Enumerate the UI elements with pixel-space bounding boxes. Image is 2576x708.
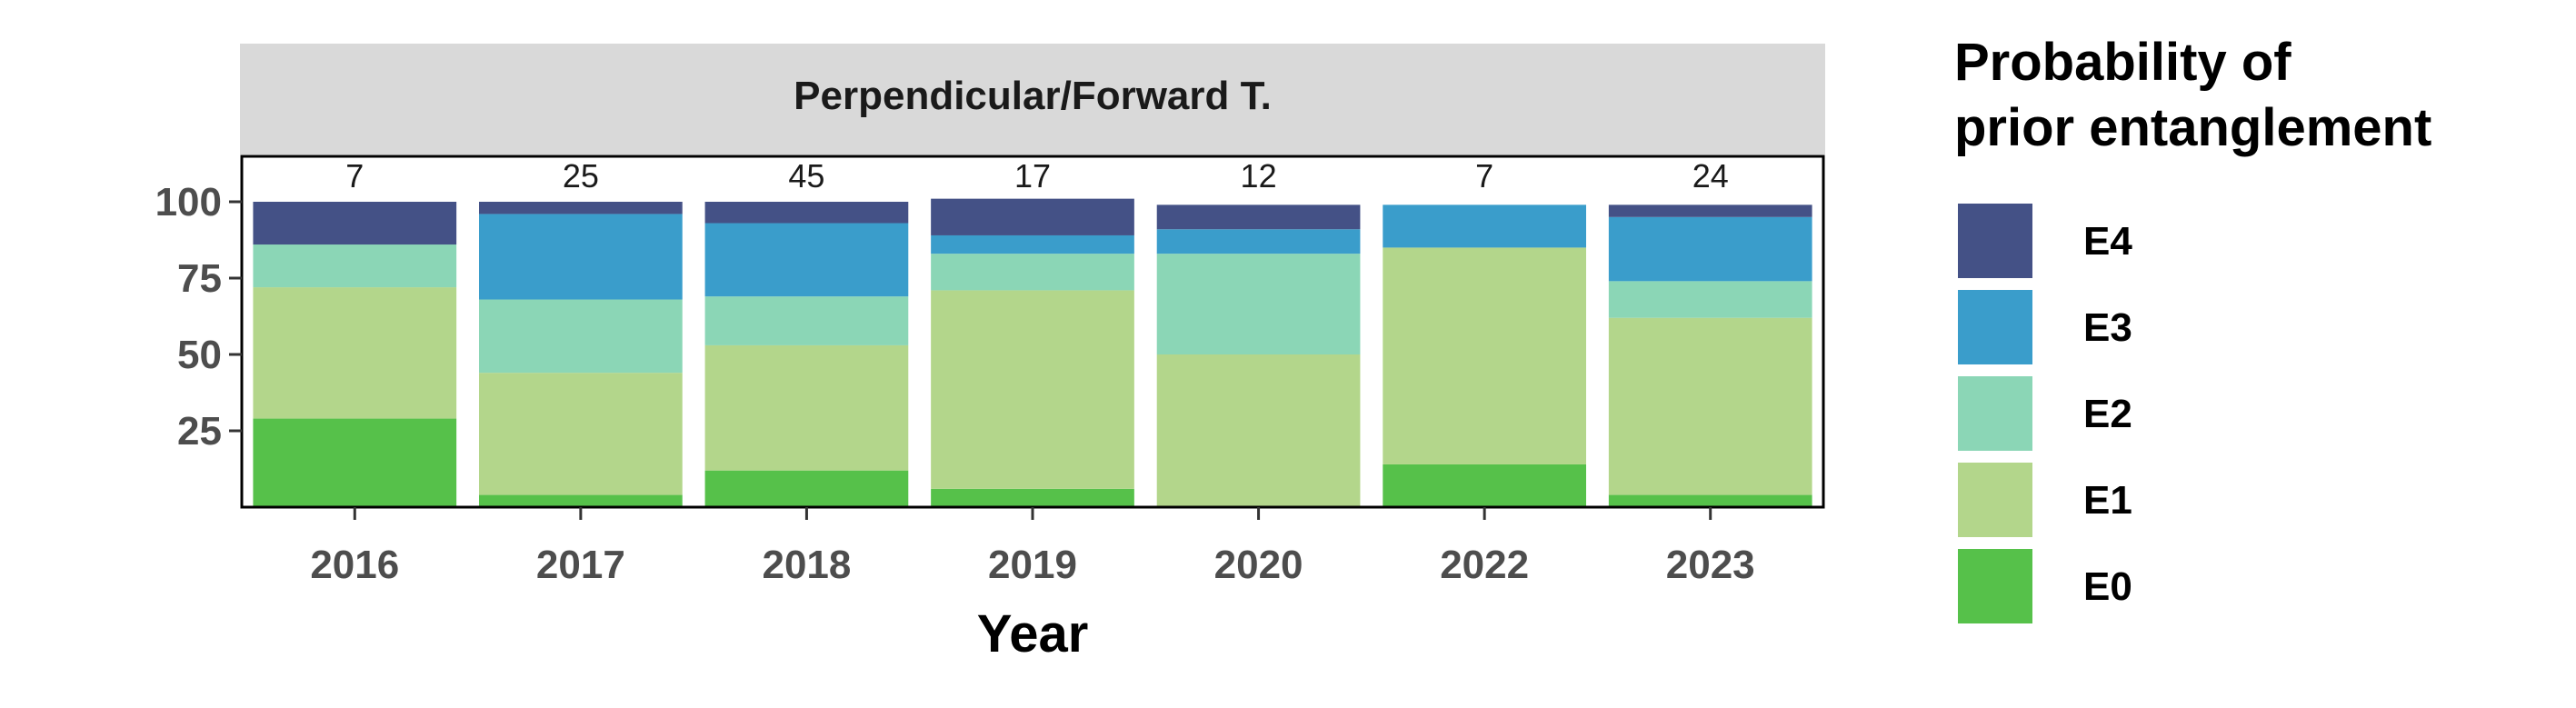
y-tick-label-25: 25	[177, 409, 222, 454]
bar-e3-2020	[1156, 229, 1361, 254]
bar-e4-2020	[1156, 204, 1361, 230]
x-axis-title: Year	[977, 604, 1089, 663]
legend-label-e3: E3	[2083, 305, 2132, 350]
count-label-2018: 45	[788, 157, 824, 194]
bar-e0-2018	[704, 470, 909, 507]
legend-title-line-2: prior entanglement	[1954, 98, 2431, 157]
facet-strip-background	[240, 44, 1825, 155]
legend-swatch-e3	[1958, 290, 2032, 364]
legend-label-e4: E4	[2083, 219, 2132, 264]
count-label-2022: 7	[1475, 157, 1493, 194]
bar-e2-2019	[931, 254, 1134, 291]
bar-e1-2017	[479, 373, 683, 495]
y-tick-label-100: 100	[155, 180, 222, 224]
bar-e2-2018	[704, 296, 909, 345]
legend-swatch-e4	[1958, 204, 2032, 278]
bar-e2-2016	[253, 244, 457, 288]
count-labels: 7 25 45 17 12 7 24	[345, 157, 1728, 194]
bar-e2-2017	[479, 299, 683, 374]
bar-e1-2019	[931, 290, 1134, 489]
bar-e0-2016	[253, 418, 457, 507]
bar-e4-2019	[931, 198, 1134, 235]
x-tick-label-2020: 2020	[1214, 543, 1303, 587]
bar-e1-2016	[253, 287, 457, 419]
bar-e0-2019	[931, 488, 1134, 507]
bar-e4-2023	[1608, 204, 1812, 217]
x-tick-label-2023: 2023	[1666, 543, 1755, 587]
bar-e2-2020	[1156, 254, 1361, 354]
legend-swatch-e0	[1958, 549, 2032, 623]
bar-e4-2017	[479, 202, 683, 214]
bar-e3-2022	[1383, 204, 1586, 248]
bar-e4-2018	[704, 202, 909, 224]
x-tick-label-2016: 2016	[310, 543, 399, 587]
bar-e0-2017	[479, 494, 683, 507]
x-axis: 2016 2017 2018 2019 2020 2022 2023	[310, 507, 1755, 587]
legend-label-e1: E1	[2083, 478, 2132, 523]
count-label-2019: 17	[1014, 157, 1051, 194]
bar-e2-2023	[1608, 281, 1812, 318]
count-label-2016: 7	[345, 157, 364, 194]
bar-e3-2018	[704, 223, 909, 297]
bar-e3-2023	[1608, 216, 1812, 282]
legend-title-line-1: Probability of	[1954, 33, 2291, 92]
facet-strip-title: Perpendicular/Forward T.	[794, 74, 1272, 118]
bars-group	[253, 198, 1812, 507]
bar-e0-2022	[1383, 464, 1586, 507]
count-label-2020: 12	[1241, 157, 1277, 194]
y-tick-label-75: 75	[177, 256, 222, 301]
x-tick-label-2017: 2017	[536, 543, 625, 587]
legend-swatch-e1	[1958, 463, 2032, 537]
bar-e1-2022	[1383, 247, 1586, 464]
bar-e1-2023	[1608, 317, 1812, 495]
bar-e3-2017	[479, 214, 683, 300]
x-tick-label-2018: 2018	[762, 543, 851, 587]
legend-label-e0: E0	[2083, 564, 2132, 609]
count-label-2017: 25	[563, 157, 599, 194]
y-tick-label-50: 50	[177, 333, 222, 377]
x-tick-label-2019: 2019	[988, 543, 1077, 587]
x-tick-label-2022: 2022	[1440, 543, 1529, 587]
bar-e4-2016	[253, 202, 457, 245]
legend-swatch-e2	[1958, 376, 2032, 451]
bar-e1-2018	[704, 344, 909, 471]
legend-label-e2: E2	[2083, 392, 2132, 436]
y-axis: 25 50 75 100	[155, 180, 242, 454]
count-label-2023: 24	[1692, 157, 1729, 194]
bar-e1-2020	[1156, 354, 1361, 507]
bar-e3-2019	[931, 234, 1134, 254]
bar-e0-2023	[1608, 494, 1812, 507]
legend: Probability of prior entanglement E4 E3 E2…	[1954, 33, 2431, 623]
